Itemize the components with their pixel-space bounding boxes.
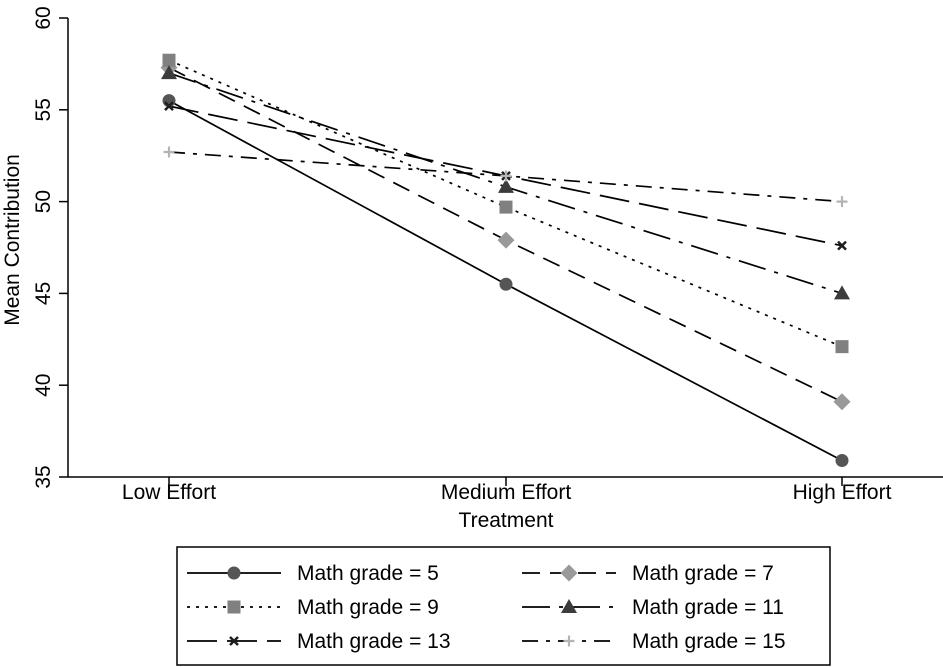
- legend-label-math-grade-5: Math grade = 5: [297, 562, 439, 585]
- y-tick-label: 60: [32, 6, 55, 29]
- x-tick-label-medium-effort: Medium Effort: [441, 481, 571, 504]
- legend-label-math-grade-9: Math grade = 9: [297, 596, 439, 619]
- series-markers-group: [160, 53, 851, 467]
- legend-marker-math-grade-15: [563, 635, 575, 647]
- legend-marker-math-grade-13: [229, 636, 239, 646]
- data-point-math-grade-13-high-effort: [837, 240, 847, 251]
- legend-marker-math-grade-9: [227, 600, 241, 614]
- y-tick-label: 50: [32, 190, 55, 213]
- data-point-math-grade-11-low-effort: [161, 65, 177, 80]
- legend-item-math-grade-7: Math grade = 7: [522, 562, 774, 585]
- data-point-math-grade-9-medium-effort: [499, 200, 513, 214]
- data-point-math-grade-15-low-effort: [163, 146, 175, 158]
- data-point-math-grade-5-high-effort: [835, 453, 849, 467]
- y-tick-label: 55: [32, 98, 55, 121]
- legend-item-math-grade-13: Math grade = 13: [187, 630, 451, 653]
- legend-marker-math-grade-5: [227, 566, 241, 580]
- data-point-math-grade-9-low-effort: [162, 53, 176, 67]
- data-point-math-grade-7-medium-effort: [497, 231, 515, 249]
- data-point-math-grade-13-low-effort: [164, 101, 174, 112]
- legend-box: [176, 546, 831, 666]
- y-tick-label: 35: [32, 465, 55, 488]
- x-tick-label-low-effort: Low Effort: [122, 481, 216, 504]
- legend: Math grade = 5 Math grade = 7 Math grade =…: [176, 546, 831, 666]
- y-tick-label: 40: [32, 374, 55, 397]
- legend-label-math-grade-7: Math grade = 7: [632, 562, 774, 585]
- x-axis-title: Treatment: [459, 509, 554, 532]
- y-axis-title: Mean Contribution: [1, 154, 24, 326]
- legend-item-math-grade-15: Math grade = 15: [522, 630, 786, 653]
- legend-item-math-grade-11: Math grade = 11: [522, 596, 784, 619]
- axes-group: 35 40 45 50 55 60 Low Effort Medium Effort High …: [32, 6, 943, 504]
- legend-label-math-grade-15: Math grade = 15: [632, 630, 786, 653]
- data-point-math-grade-15-high-effort: [836, 196, 848, 208]
- data-point-math-grade-5-medium-effort: [499, 277, 513, 291]
- legend-item-math-grade-9: Math grade = 9: [187, 596, 439, 619]
- data-point-math-grade-15-medium-effort: [500, 170, 512, 182]
- data-point-math-grade-7-high-effort: [833, 393, 851, 411]
- legend-marker-math-grade-11: [561, 599, 577, 613]
- data-point-math-grade-9-high-effort: [835, 340, 849, 354]
- legend-label-math-grade-13: Math grade = 13: [297, 630, 451, 653]
- y-tick-label: 45: [32, 282, 55, 305]
- legend-label-math-grade-11: Math grade = 11: [632, 596, 784, 619]
- data-point-math-grade-11-medium-effort: [498, 178, 514, 193]
- legend-marker-math-grade-7: [560, 564, 578, 582]
- legend-item-math-grade-5: Math grade = 5: [187, 562, 439, 585]
- data-point-math-grade-11-high-effort: [834, 285, 850, 300]
- x-tick-label-high-effort: High Effort: [793, 481, 892, 504]
- series-lines-group: [168, 59, 843, 462]
